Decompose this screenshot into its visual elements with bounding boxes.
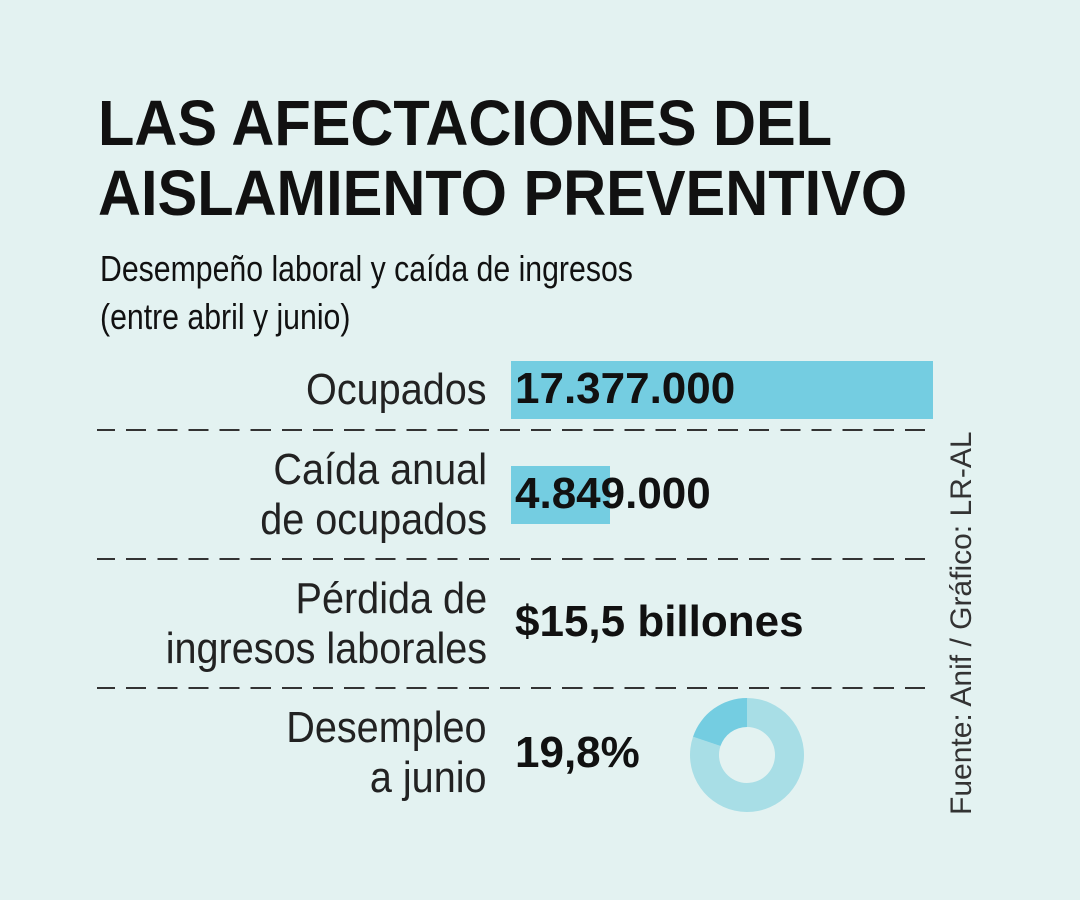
divider	[97, 687, 933, 689]
label-line: Pérdida de	[295, 574, 487, 623]
value-desempleo: 19,8%	[515, 728, 640, 777]
value-caida: 4.849.000	[515, 469, 711, 518]
label-line: Desempleo	[286, 703, 487, 752]
donut-slice-rest	[690, 698, 804, 812]
subtitle-line-2: (entre abril y junio)	[100, 296, 351, 337]
label-line: Caída anual	[273, 445, 487, 494]
subtitle-line-1: Desempeño laboral y caída de ingresos	[100, 248, 633, 289]
title-line-2: AISLAMIENTO PREVENTIVO	[98, 157, 908, 229]
divider	[97, 558, 933, 560]
label-line: Ocupados	[306, 365, 487, 414]
label-line: ingresos laborales	[165, 624, 487, 673]
bar-ocupados	[511, 361, 933, 419]
page-title: LAS AFECTACIONES DEL AISLAMIENTO PREVENT…	[98, 88, 907, 228]
label-line: de ocupados	[260, 495, 487, 544]
value-ocupados: 17.377.000	[515, 364, 736, 413]
source-note: Fuente: Anif / Gráfico: LR-AL	[945, 431, 978, 815]
title-line-1: LAS AFECTACIONES DEL	[98, 87, 833, 159]
row-label-ocupados: Ocupados	[306, 365, 487, 415]
bar-caida	[511, 466, 610, 524]
subtitle: Desempeño laboral y caída de ingresos (e…	[100, 245, 633, 341]
divider	[97, 429, 933, 431]
value-perdida: $15,5 billones	[515, 597, 804, 646]
row-label-desempleo: Desempleo a junio	[287, 703, 487, 803]
row-label-perdida: Pérdida de ingresos laborales	[166, 574, 487, 674]
label-line: a junio	[370, 753, 487, 802]
row-label-caida: Caída anual de ocupados	[260, 445, 487, 545]
donut-slice-desempleo	[693, 698, 747, 747]
